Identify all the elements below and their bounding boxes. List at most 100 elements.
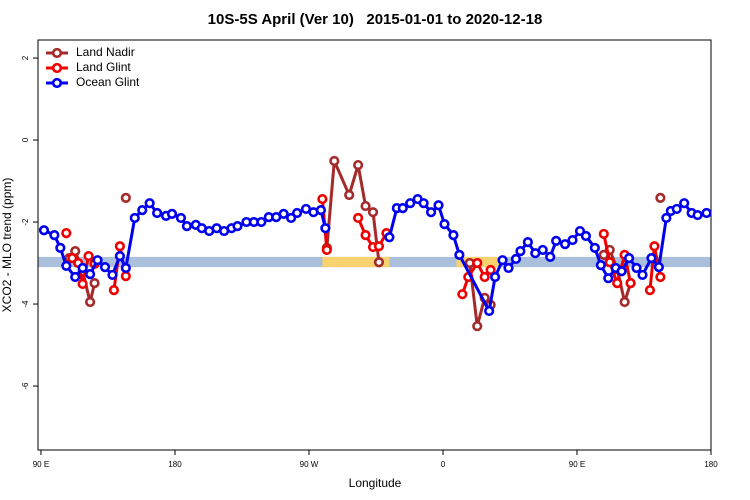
- legend-marker: [51, 47, 63, 59]
- x-axis-label: Longitude: [349, 476, 402, 490]
- data-point: [373, 257, 385, 268]
- data-point: [120, 192, 131, 203]
- x-tick-label: 180: [704, 460, 718, 469]
- data-point: [384, 232, 395, 243]
- data-point: [85, 296, 96, 308]
- legend-marker: [51, 62, 63, 74]
- data-point: [472, 321, 483, 332]
- data-point: [329, 155, 340, 167]
- data-point: [61, 260, 72, 272]
- x-tick-label: 0: [441, 460, 446, 469]
- data-point: [107, 269, 118, 281]
- data-point: [425, 207, 437, 218]
- data-point: [108, 285, 120, 296]
- data-point: [655, 192, 666, 203]
- surface-band-segment: [322, 256, 390, 268]
- data-point: [166, 208, 178, 219]
- data-point: [510, 253, 522, 265]
- data-point: [644, 285, 656, 296]
- y-tick-label: -2: [21, 218, 30, 226]
- data-point: [619, 296, 630, 308]
- data-point: [397, 203, 408, 214]
- data-point: [85, 269, 96, 280]
- data-point: [360, 230, 371, 241]
- legend-label: Land Glint: [76, 60, 131, 74]
- data-point: [671, 203, 682, 215]
- data-point: [152, 207, 163, 219]
- data-point: [701, 207, 712, 219]
- data-point: [485, 264, 496, 276]
- y-tick-label: 2: [21, 55, 30, 60]
- data-point: [83, 250, 94, 262]
- data-point: [317, 193, 328, 205]
- data-point: [320, 223, 331, 234]
- data-point: [137, 205, 148, 216]
- data-point: [92, 255, 103, 266]
- data-point: [595, 259, 606, 271]
- x-tick-label: 90 E: [33, 460, 49, 469]
- data-point: [457, 289, 468, 300]
- data-point: [120, 262, 131, 274]
- data-point: [61, 228, 72, 239]
- data-point: [49, 230, 60, 241]
- data-point: [679, 198, 690, 209]
- data-point: [604, 257, 615, 268]
- data-point: [70, 271, 81, 283]
- y-tick-label: -4: [21, 300, 30, 308]
- legend-item: Ocean Glint: [46, 75, 140, 89]
- data-point: [77, 278, 88, 290]
- data-point: [537, 244, 548, 256]
- data-point: [497, 255, 508, 266]
- y-tick-label: 0: [21, 137, 30, 142]
- data-point: [175, 212, 187, 224]
- data-point: [655, 271, 666, 283]
- data-point: [77, 262, 88, 274]
- data-point: [55, 242, 66, 253]
- data-point: [433, 200, 444, 211]
- data-point: [448, 230, 459, 241]
- data-point: [545, 251, 556, 262]
- data-point: [291, 207, 303, 219]
- plot-frame: [37, 39, 712, 451]
- data-point: [624, 253, 635, 264]
- data-point: [646, 253, 657, 264]
- chart-title: 10S-5S April (Ver 10) 2015-01-01 to 2020…: [208, 11, 543, 28]
- data-point: [114, 250, 125, 262]
- data-point: [144, 198, 155, 209]
- data-point: [181, 221, 192, 232]
- data-point: [129, 212, 140, 224]
- legend-marker: [51, 77, 63, 89]
- legend-label: Land Nadir: [76, 45, 135, 59]
- y-tick-label: -6: [21, 382, 30, 390]
- data-point: [598, 228, 609, 240]
- legend-item: Land Glint: [46, 60, 131, 74]
- x-tick-label: 180: [168, 460, 182, 469]
- data-point: [38, 225, 50, 236]
- data-point: [692, 209, 703, 221]
- data-point: [472, 257, 483, 269]
- data-point: [515, 246, 526, 257]
- data-point: [114, 241, 125, 252]
- data-point: [625, 278, 636, 289]
- data-point: [367, 207, 379, 218]
- data-point: [631, 262, 642, 274]
- data-point: [559, 239, 571, 250]
- data-point: [661, 212, 672, 224]
- x-tick-label: 90 E: [569, 460, 585, 469]
- data-point: [232, 221, 243, 232]
- data-point: [120, 271, 131, 282]
- data-point: [373, 241, 385, 252]
- legend-label: Ocean Glint: [76, 75, 140, 89]
- data-point: [637, 269, 648, 281]
- data-point: [580, 230, 592, 242]
- data-point: [479, 271, 490, 283]
- data-point: [612, 278, 623, 289]
- data-point: [603, 273, 614, 284]
- data-point: [353, 212, 364, 224]
- legend-item: Land Nadir: [46, 45, 135, 59]
- data-point: [454, 249, 465, 260]
- data-point: [490, 271, 501, 283]
- data-point: [503, 262, 514, 274]
- data-point: [484, 305, 495, 317]
- data-point: [353, 159, 364, 171]
